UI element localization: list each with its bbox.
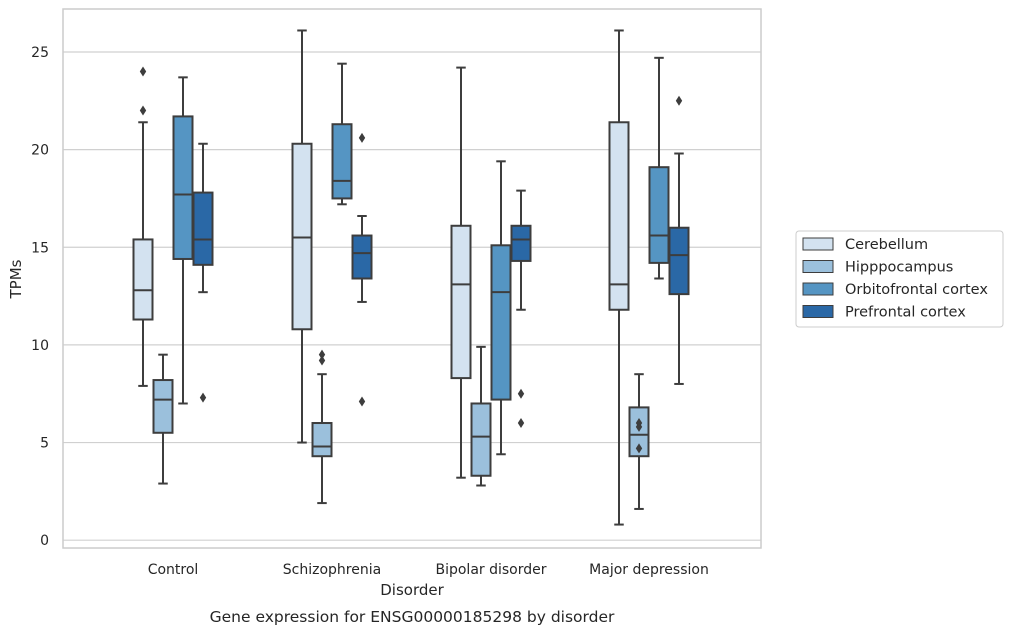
x-tick-label: Control — [148, 562, 199, 578]
y-axis-label: TPMs — [7, 259, 25, 299]
legend-frame — [795, 230, 1004, 328]
outlier-point — [358, 132, 366, 143]
box-group — [648, 56, 670, 280]
outlier-point — [635, 418, 643, 429]
outlier-point — [199, 392, 207, 403]
x-tick-labels: Control Schizophrenia Bipolar disorder Majo… — [148, 562, 709, 578]
box-layer — [132, 29, 690, 526]
box-group — [668, 95, 690, 385]
y-tick-label: 5 — [40, 436, 49, 452]
x-axis-label: Disorder — [380, 581, 444, 599]
x-tick-label: Bipolar disorder — [435, 562, 546, 578]
box-group — [132, 66, 154, 387]
box — [152, 379, 174, 434]
legend-swatch — [802, 282, 834, 296]
legend-swatch — [802, 305, 834, 318]
outlier-point — [517, 418, 525, 429]
box-group — [351, 132, 373, 407]
outlier-point — [358, 396, 366, 407]
box-group — [152, 353, 174, 485]
outlier-point — [517, 388, 525, 399]
box-group — [608, 29, 630, 526]
y-tick-labels: 0 5 10 15 20 25 — [31, 45, 49, 549]
box — [192, 191, 214, 266]
outlier-point — [139, 105, 147, 116]
y-tick-label: 15 — [31, 240, 49, 256]
box — [510, 224, 532, 262]
box — [331, 123, 353, 200]
box — [490, 244, 512, 401]
box — [470, 402, 492, 477]
box-group — [291, 29, 313, 444]
legend: Cerebellum Hipppocampus Orbitofrontal cort… — [795, 230, 1004, 328]
legend-items: Cerebellum Hipppocampus Orbitofrontal cort… — [802, 237, 988, 321]
y-tick-label: 10 — [31, 338, 49, 354]
y-tick-label: 25 — [31, 45, 49, 61]
y-tick-label: 20 — [31, 143, 49, 159]
legend-label: Orbitofrontal cortex — [845, 282, 988, 298]
outlier-point — [635, 443, 643, 454]
outlier-point — [675, 95, 683, 106]
box — [351, 234, 373, 280]
outlier-point — [318, 349, 326, 360]
box-group — [331, 62, 353, 206]
box — [450, 224, 472, 380]
y-tick-label: 0 — [40, 533, 49, 549]
box-group — [311, 349, 333, 505]
box — [311, 422, 333, 458]
box-group — [628, 373, 650, 510]
box-group — [192, 142, 214, 403]
legend-swatch — [802, 237, 834, 251]
outlier-point — [318, 355, 326, 366]
box — [648, 166, 670, 264]
legend-label: Prefrontal cortex — [845, 305, 966, 321]
box — [668, 226, 690, 296]
chart-caption: Gene expression for ENSG00000185298 by d… — [210, 608, 615, 626]
box — [132, 238, 154, 321]
box — [172, 115, 194, 260]
box-group — [490, 160, 512, 456]
legend-label: Cerebellum — [845, 237, 928, 253]
legend-swatch — [802, 260, 834, 273]
box-group — [450, 66, 472, 479]
box-group — [470, 345, 492, 487]
box-group — [510, 189, 532, 429]
plot-frame — [62, 8, 762, 549]
legend-label: Hipppocampus — [845, 260, 953, 276]
box — [608, 121, 630, 311]
grid-layer — [63, 51, 761, 541]
x-tick-label: Major depression — [589, 562, 709, 578]
box-group — [172, 76, 194, 405]
outlier-point — [139, 66, 147, 77]
x-tick-label: Schizophrenia — [283, 562, 381, 578]
